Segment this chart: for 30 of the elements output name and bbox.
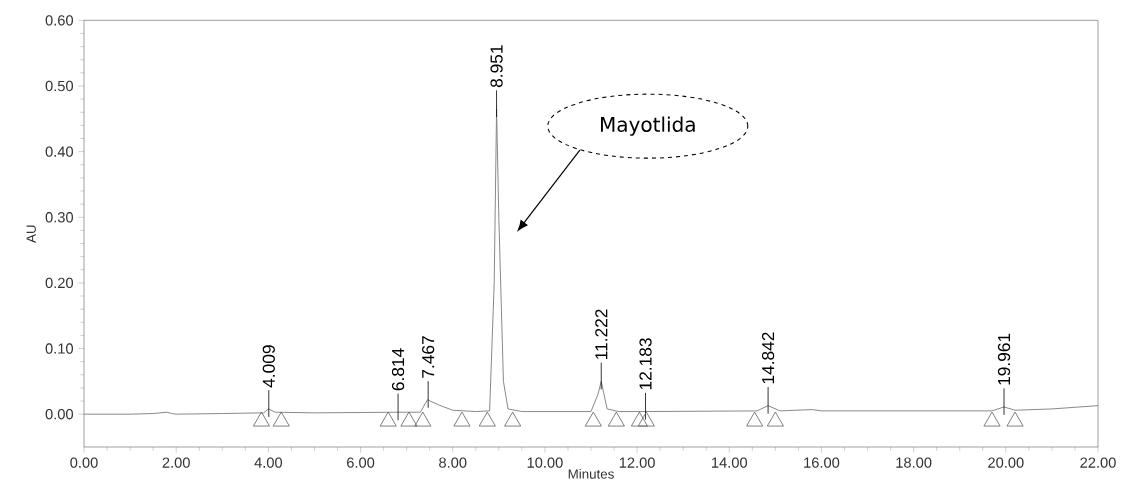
- x-tick-label: 6.00: [347, 457, 375, 468]
- x-tick-label: 12.00: [619, 457, 655, 468]
- y-tick-label: 0.20: [45, 277, 74, 289]
- y-tick-label: 0.30: [45, 212, 74, 223]
- y-tick-label: 0.00: [45, 409, 74, 420]
- x-tick-label: 22.00: [1080, 457, 1116, 468]
- annotation: Mayotlida: [601, 116, 695, 136]
- y-axis-title: AU: [26, 225, 36, 243]
- annotation: 14.842: [761, 332, 775, 384]
- x-tick-label: 16.00: [804, 457, 840, 468]
- x-axis-title: Minutes: [568, 468, 614, 479]
- annotation: 4.009: [262, 345, 275, 388]
- annotation: 19.961: [997, 333, 1011, 385]
- x-tick-label: 8.00: [439, 457, 467, 468]
- annotation: 11.222: [595, 309, 608, 359]
- x-tick-label: 0.00: [70, 457, 98, 468]
- y-tick-label: 0.50: [45, 80, 74, 92]
- x-tick-label: 14.00: [712, 457, 748, 468]
- x-tick-label: 10.00: [527, 457, 563, 468]
- annotation: 7.467: [422, 336, 435, 378]
- x-tick-label: 2.00: [162, 457, 190, 468]
- y-tick-label: 0.10: [45, 343, 74, 354]
- x-tick-label: 4.00: [254, 457, 283, 468]
- y-tick-label: 0.60: [45, 15, 74, 26]
- y-tick-label: 0.40: [45, 146, 74, 157]
- x-tick-label: 18.00: [896, 457, 932, 468]
- annotation: 6.814: [391, 348, 405, 391]
- x-tick-label: 20.00: [988, 457, 1024, 468]
- annotation: 8.951: [490, 45, 503, 88]
- annotation: 12.183: [639, 338, 652, 390]
